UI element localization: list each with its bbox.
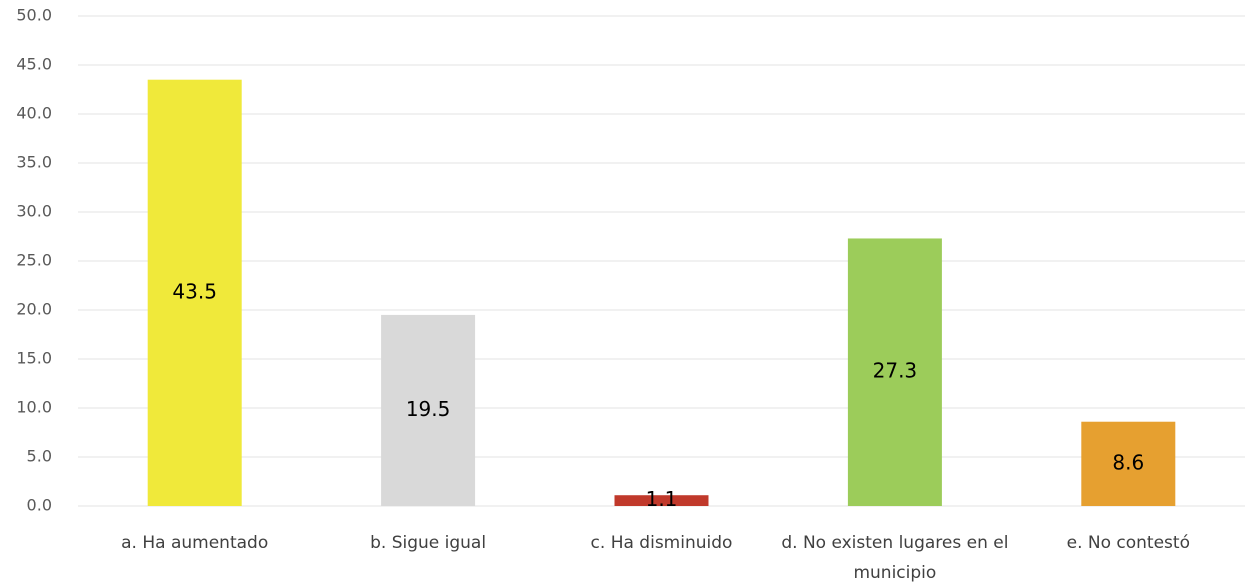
data-label: 19.5: [406, 397, 451, 421]
data-label: 27.3: [873, 359, 918, 383]
y-tick-label: 15.0: [16, 349, 52, 368]
y-tick-label: 0.0: [27, 496, 52, 515]
y-tick-label: 20.0: [16, 300, 52, 319]
x-tick-label: c. Ha disminuido: [590, 533, 733, 553]
y-tick-label: 25.0: [16, 251, 52, 270]
y-tick-label: 5.0: [27, 447, 52, 466]
y-tick-label: 45.0: [16, 55, 52, 74]
x-tick-label: b. Sigue igual: [370, 533, 487, 553]
y-tick-label: 40.0: [16, 104, 52, 123]
y-tick-label: 35.0: [16, 153, 52, 172]
bar: [147, 79, 242, 506]
x-tick-label: e. No contestó: [1066, 533, 1190, 553]
data-label: 43.5: [172, 279, 217, 303]
x-tick-label: a. Ha aumentado: [121, 533, 269, 553]
bar: [847, 238, 942, 506]
bar: [381, 314, 476, 506]
data-label: 1.1: [646, 487, 678, 511]
bar: [1081, 421, 1176, 506]
data-label: 8.6: [1112, 450, 1144, 474]
y-tick-label: 30.0: [16, 202, 52, 221]
y-tick-label: 50.0: [16, 6, 52, 25]
x-tick-label: d. No existen lugares en el municipio: [781, 533, 1009, 583]
y-tick-label: 10.0: [16, 398, 52, 417]
bar: [614, 495, 709, 506]
